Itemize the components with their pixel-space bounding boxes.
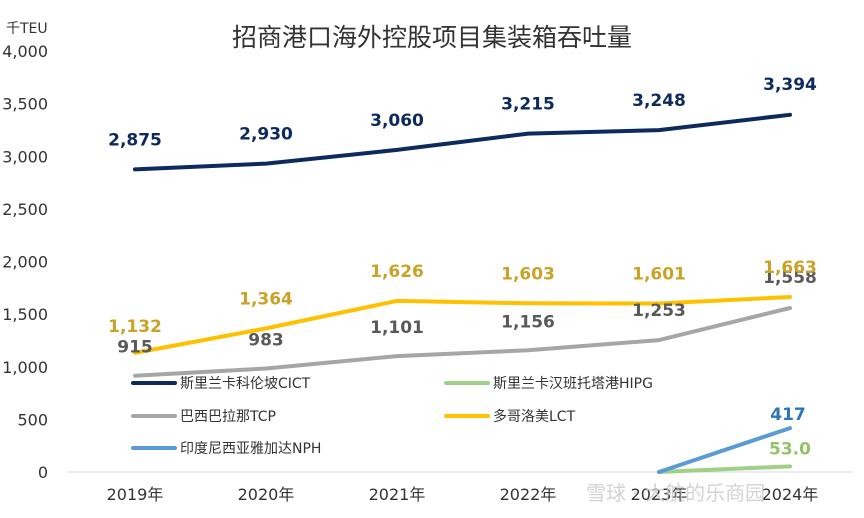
x-tick-label: 2024年 [762, 485, 819, 504]
series-line [657, 426, 792, 474]
series-lines [133, 112, 792, 474]
y-tick-label: 500 [17, 410, 48, 429]
data-label: 3,060 [370, 111, 424, 131]
legend-item: 斯里兰卡汉班托塔港HIPG [444, 376, 653, 392]
x-tick-label: 2022年 [500, 485, 557, 504]
data-label: 1,364 [239, 289, 293, 309]
legend-label: 印度尼西亚雅加达NPH [180, 441, 321, 457]
y-tick-label: 2,500 [2, 200, 48, 219]
y-tick-label: 0 [38, 463, 48, 482]
legend: 斯里兰卡科伦坡CICT 斯里兰卡汉班托塔港HIPG 巴西巴拉那TCP 多哥洛美LCT 印… [131, 376, 653, 457]
watermark: 雪球 · 大航的乐商园 [586, 481, 765, 505]
legend-item: 多哥洛美LCT [444, 408, 576, 425]
data-labels: 2,875 2,930 3,060 3,215 3,248 3,394 53.0 915 983… [108, 75, 817, 460]
x-tick-label: 2021年 [369, 485, 426, 504]
data-label: 2,930 [239, 125, 293, 145]
y-tick-label: 1,000 [2, 358, 48, 377]
data-label: 53.0 [769, 439, 811, 459]
x-tick-label: 2020年 [238, 485, 295, 504]
legend-label: 巴西巴拉那TCP [180, 409, 276, 425]
data-label: 3,394 [763, 75, 817, 95]
series-line [657, 464, 792, 474]
y-tick-label: 4,000 [2, 42, 48, 61]
data-label: 1,603 [501, 264, 555, 284]
data-label: 983 [248, 331, 284, 351]
legend-item: 巴西巴拉那TCP [131, 409, 276, 425]
y-tick-label: 3,000 [2, 147, 48, 166]
data-label: 1,132 [108, 317, 162, 337]
series-line [133, 295, 792, 355]
y-axis: 0 500 1,000 1,500 2,000 2,500 3,000 3,500 4,000 [2, 42, 48, 482]
data-label: 3,215 [501, 95, 555, 115]
legend-item: 印度尼西亚雅加达NPH [131, 441, 321, 457]
data-label: 1,156 [501, 312, 555, 332]
series-line [133, 306, 792, 378]
data-label: 1,558 [763, 268, 817, 288]
y-tick-label: 1,500 [2, 305, 48, 324]
data-label: 1,626 [370, 262, 424, 282]
x-tick-label: 2023年 [631, 485, 688, 504]
data-label: 1,601 [632, 264, 686, 284]
legend-item: 斯里兰卡科伦坡CICT [131, 376, 311, 392]
legend-label: 斯里兰卡汉班托塔港HIPG [493, 376, 653, 392]
data-label: 3,248 [632, 91, 686, 111]
x-tick-label: 2019年 [107, 485, 164, 504]
x-axis: 2019年 2020年 2021年 2022年 2023年 2024年 [68, 471, 852, 504]
chart-title: 招商港口海外控股项目集装箱吞吐量 [232, 23, 632, 52]
data-label: 1,101 [370, 318, 424, 338]
series-line [133, 112, 792, 172]
y-tick-label: 2,000 [2, 253, 48, 272]
data-label: 2,875 [108, 130, 162, 150]
data-label: 1,253 [632, 301, 686, 321]
data-label: 1,663 [763, 258, 817, 278]
data-label: 915 [117, 338, 153, 358]
legend-label: 多哥洛美LCT [493, 408, 576, 425]
legend-label: 斯里兰卡科伦坡CICT [180, 376, 311, 392]
y-tick-label: 3,500 [2, 95, 48, 114]
y-axis-unit-label: 千TEU [6, 21, 48, 37]
data-label: 417 [770, 405, 806, 425]
